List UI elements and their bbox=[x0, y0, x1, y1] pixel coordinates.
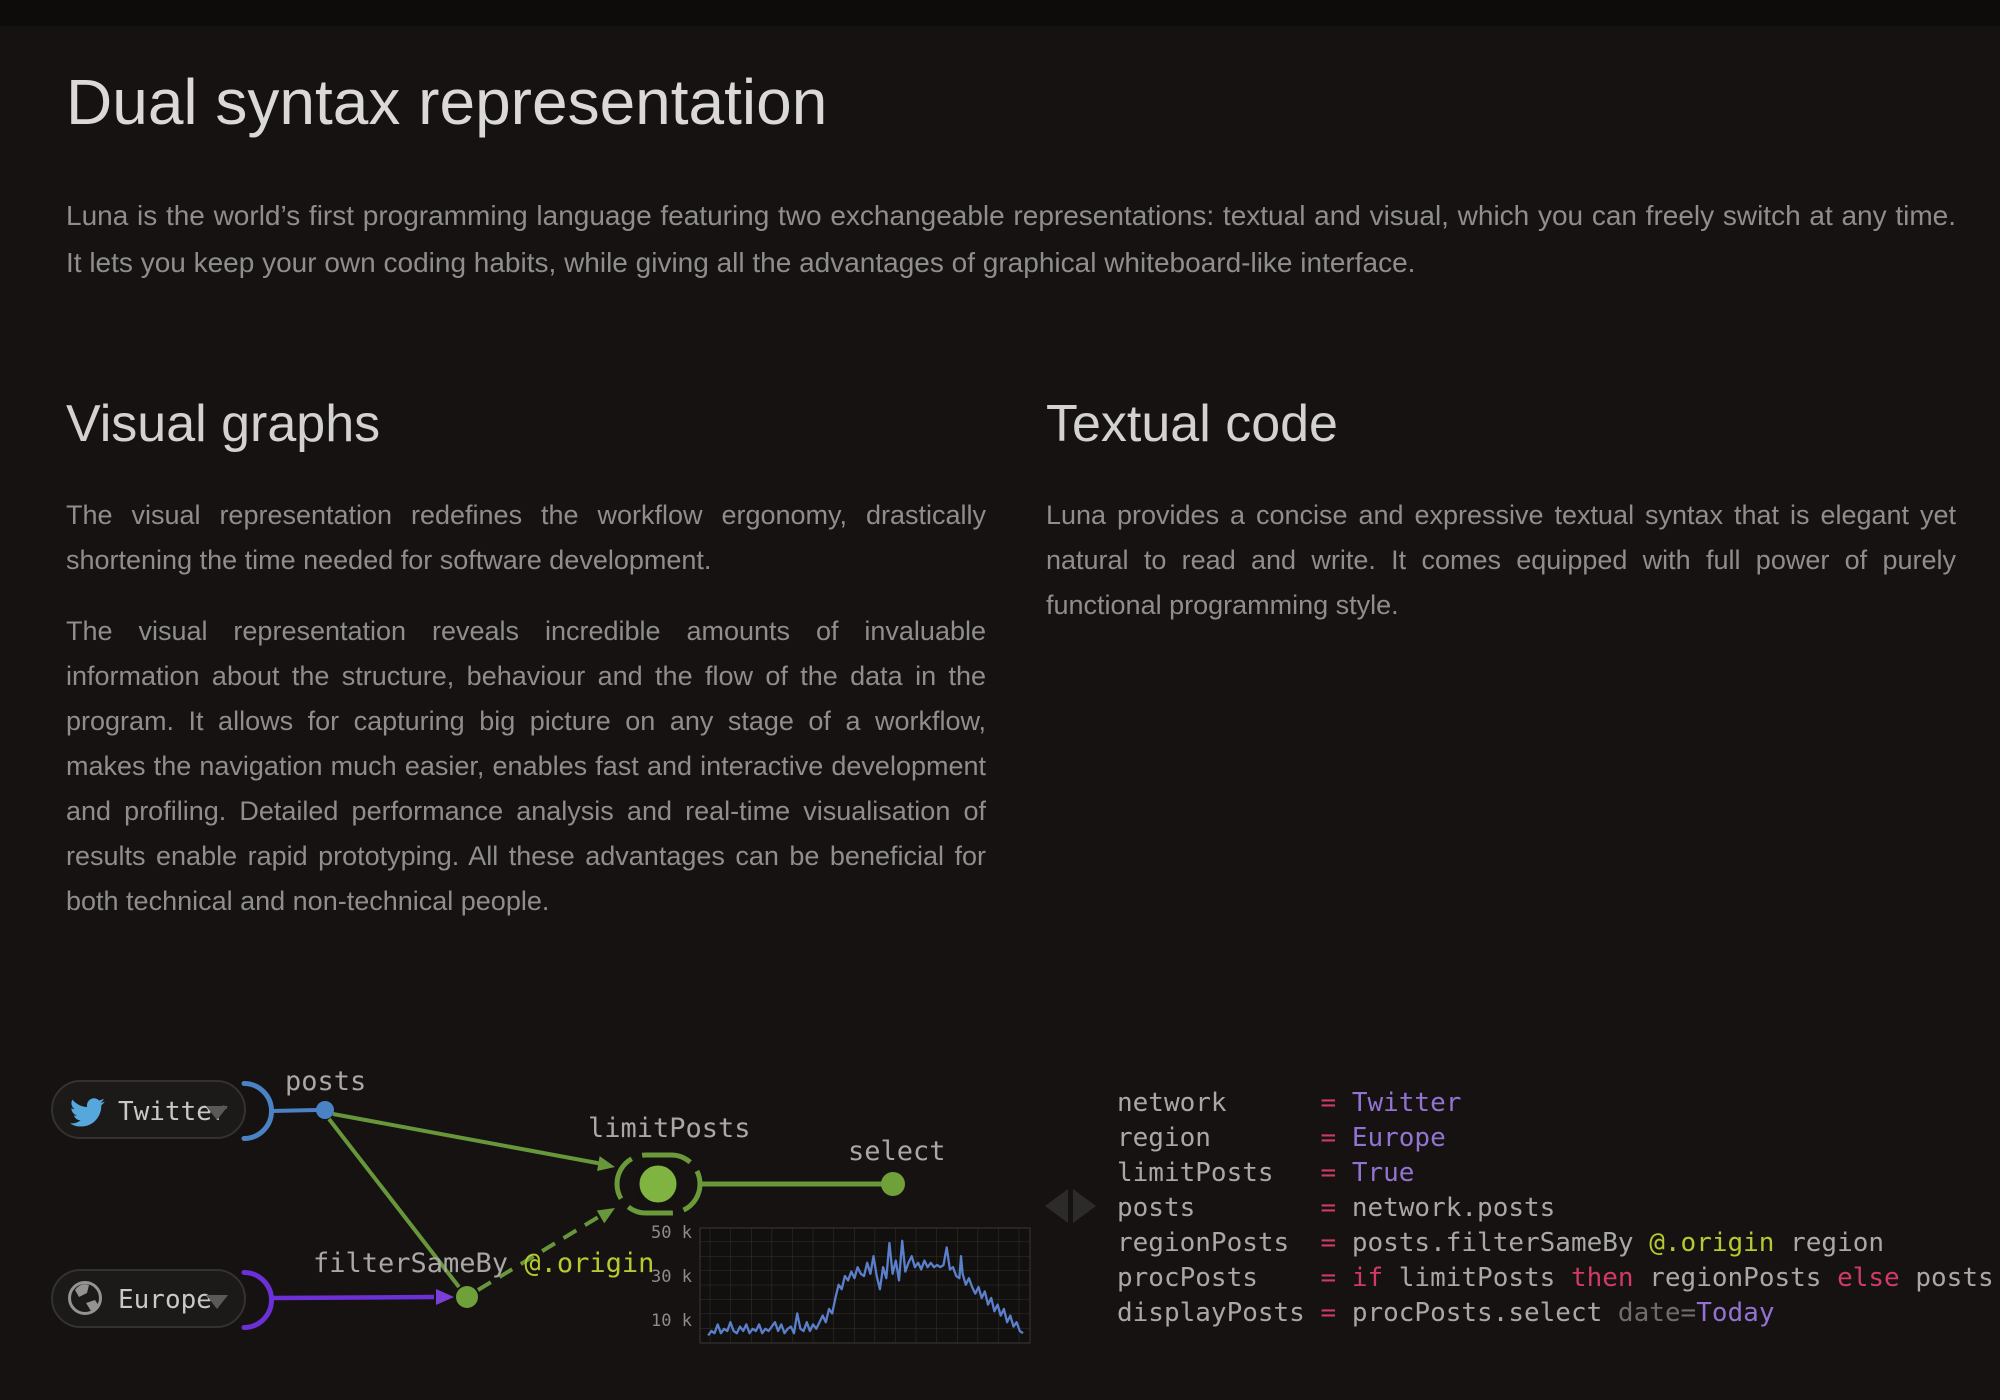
origin-accessor-label: @.origin bbox=[524, 1248, 654, 1279]
y-tick-30k: 30 k bbox=[651, 1267, 692, 1287]
intro-paragraph: Luna is the world’s first programming la… bbox=[66, 200, 1956, 278]
europe-node-label: Europe bbox=[118, 1285, 212, 1315]
europe-node-body[interactable] bbox=[51, 1269, 246, 1328]
twitter-node-label: Twitter bbox=[118, 1097, 228, 1127]
europe-output-arc bbox=[241, 1270, 274, 1330]
visual-graph-illustration: Twitter Europe posts filterSameBy @.orig… bbox=[51, 1066, 1031, 1344]
posts-label: posts bbox=[285, 1066, 366, 1097]
arrowhead-icon bbox=[596, 1208, 615, 1224]
chart-line-series bbox=[707, 1239, 1024, 1337]
representation-switcher[interactable] bbox=[1045, 1189, 1096, 1223]
next-arrow-icon[interactable] bbox=[1073, 1189, 1096, 1223]
textual-code-heading: Textual code bbox=[1046, 395, 1338, 453]
edge-posts-limitposts bbox=[332, 1112, 609, 1167]
filter-label: filterSameBy @.origin bbox=[313, 1248, 654, 1279]
arrowhead-icon bbox=[436, 1289, 454, 1305]
code-line: limitPosts = True bbox=[1117, 1158, 1415, 1188]
y-tick-10k: 10 k bbox=[651, 1311, 692, 1331]
edge-posts-filter bbox=[327, 1117, 461, 1289]
mini-chart: 50 k 30 k 10 k bbox=[651, 1223, 1031, 1344]
code-line: displayPosts = procPosts.select date=Tod… bbox=[1117, 1298, 1775, 1328]
limitposts-toggle-dot[interactable] bbox=[634, 1160, 682, 1208]
code-block: network = Twitter region = Europe limitPos… bbox=[1117, 1086, 1994, 1331]
select-node-dot[interactable] bbox=[881, 1172, 905, 1196]
visual-graphs-paragraph-1: The visual representation redefines the … bbox=[66, 500, 986, 576]
limitposts-label: limitPosts bbox=[588, 1113, 751, 1144]
code-line: region = Europe bbox=[1117, 1123, 1446, 1153]
limitposts-node[interactable] bbox=[614, 1152, 703, 1216]
edge-twitter-posts bbox=[270, 1108, 318, 1113]
twitter-node[interactable]: Twitter bbox=[51, 1080, 274, 1141]
limitposts-node-outline bbox=[614, 1152, 703, 1216]
twitter-node-body[interactable] bbox=[51, 1080, 246, 1139]
prev-arrow-icon[interactable] bbox=[1045, 1189, 1068, 1223]
posts-port-dot[interactable] bbox=[316, 1101, 334, 1119]
twitter-output-arc bbox=[241, 1081, 274, 1141]
code-line: network = Twitter bbox=[1117, 1088, 1462, 1118]
twitter-bird-icon bbox=[70, 1098, 105, 1127]
europe-node[interactable]: Europe bbox=[51, 1269, 274, 1330]
textual-code-column: Textual code Luna provides a concise and… bbox=[1046, 395, 1956, 924]
visual-graphs-column: Visual graphs The visual representation … bbox=[66, 395, 986, 924]
code-line: procPosts = if limitPosts then regionPos… bbox=[1117, 1263, 1994, 1293]
edge-europe-filter bbox=[272, 1294, 435, 1301]
select-label: select bbox=[848, 1136, 946, 1167]
dropdown-arrow-icon[interactable] bbox=[206, 1295, 228, 1309]
code-line: regionPosts = posts.filterSameBy @.origi… bbox=[1117, 1228, 1885, 1258]
two-column-layout: Visual graphs The visual representation … bbox=[66, 395, 1956, 924]
filter-port-dot[interactable] bbox=[456, 1286, 478, 1308]
page-title: Dual syntax representation bbox=[66, 66, 828, 138]
chart-gridlines bbox=[700, 1228, 1030, 1343]
arrowhead-icon bbox=[597, 1156, 615, 1171]
y-tick-50k: 50 k bbox=[651, 1223, 692, 1243]
top-edge-band bbox=[0, 0, 2000, 26]
visual-graphs-paragraph-2: The visual representation reveals incred… bbox=[66, 616, 986, 917]
dropdown-arrow-icon[interactable] bbox=[206, 1106, 228, 1120]
globe-icon bbox=[68, 1281, 102, 1315]
visual-graphs-heading: Visual graphs bbox=[66, 395, 381, 453]
code-line: posts = network.posts bbox=[1117, 1193, 1556, 1223]
textual-code-paragraph: Luna provides a concise and expressive t… bbox=[1046, 500, 1956, 621]
dual-syntax-section: Dual syntax representation Luna is the w… bbox=[0, 70, 2000, 924]
